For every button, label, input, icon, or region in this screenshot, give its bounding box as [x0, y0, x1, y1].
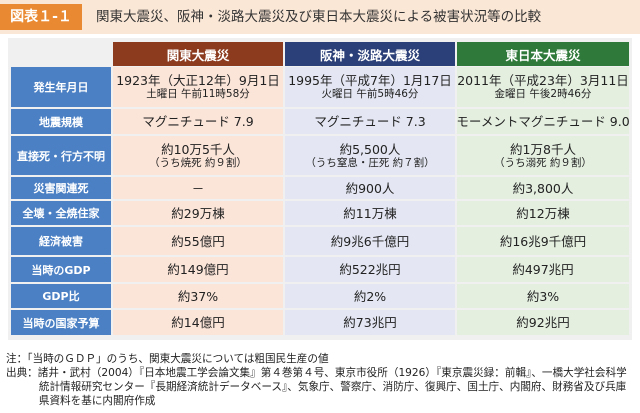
cell-text: 約10万5千人 — [161, 141, 235, 157]
cell-text: （うち焼死 約９割） — [149, 156, 247, 169]
cell-text: 約92兆円 — [516, 315, 570, 330]
table-cell: 約92兆円 — [457, 310, 629, 335]
table-cell: モーメントマグニチュード 9.0 — [456, 109, 630, 134]
table-cell: 約3% — [457, 284, 629, 308]
cell-text: 約55億円 — [171, 233, 225, 249]
cell-text: 直接死・行方不明 — [17, 149, 105, 163]
cell-text: 経済被害 — [39, 235, 83, 248]
cell-text: 発生年月日 — [33, 81, 89, 94]
table-cell: 2011年（平成23年）3月11日 金曜日 午後2時46分 — [457, 67, 629, 107]
table-cell: マグニチュード 7.3 — [285, 109, 455, 134]
cell-text: 2011年（平成23年）3月11日 — [457, 73, 629, 88]
title-bar: 図表１-１ 関東大震災、阪神・淡路大震災及び東日本大震災による被害状況等の比較 — [0, 0, 640, 34]
table-cell: 1923年（大正12年）9月1日 土曜日 午前11時58分 — [113, 67, 283, 107]
table-cell: 約10万5千人 （うち焼死 約９割） — [113, 136, 283, 175]
column-header: 東日本大震災 — [457, 42, 629, 66]
table-cell: マグニチュード 7.9 — [113, 109, 283, 134]
table-cell: 約73兆円 — [285, 310, 455, 335]
cell-text: 約522兆円 — [339, 262, 401, 277]
table-cell: 1995年（平成7年）1月17日 火曜日 午前5時46分 — [285, 67, 455, 107]
cell-text: － — [191, 180, 205, 196]
cell-text: 約29万棟 — [171, 205, 225, 221]
cell-text: 約3% — [526, 288, 560, 304]
table-cell: 約522兆円 — [285, 257, 455, 282]
table-cell: 約9兆6千億円 — [285, 227, 455, 255]
note: 出典：諸井・武村（2004）『日本地震工学会論文集』第４巻第４号、東京市役所（1… — [6, 367, 627, 407]
row-label: 災害関連死 — [11, 177, 111, 199]
cell-text: 約37% — [177, 288, 219, 304]
table-cell: 約2% — [285, 284, 455, 308]
cell-text: 土曜日 午前11時58分 — [146, 88, 250, 100]
cell-text: 約11万棟 — [343, 205, 397, 221]
row-label: GDP比 — [11, 284, 111, 308]
cell-text: マグニチュード 7.3 — [314, 114, 426, 129]
cell-text: 約149億円 — [167, 262, 229, 277]
table-cell: 約900人 — [285, 177, 455, 199]
table-cell: 約37% — [113, 284, 283, 308]
column-header: 阪神・淡路大震災 — [285, 42, 455, 66]
table-cell: 約55億円 — [113, 227, 283, 255]
figure-title: 関東大震災、阪神・淡路大震災及び東日本大震災による被害状況等の比較 — [96, 9, 542, 25]
row-label: 地震規模 — [11, 109, 111, 134]
row-label: 発生年月日 — [11, 67, 111, 107]
cell-text: 約73兆円 — [343, 315, 397, 330]
cell-text: （うち窒息・圧死 約７割） — [305, 156, 435, 169]
row-label: 当時のGDP — [11, 257, 111, 282]
table-cell: 約1万8千人 （うち溺死 約９割） — [457, 136, 629, 175]
cell-text: 約5,500人 — [339, 141, 401, 157]
row-label: 直接死・行方不明 — [11, 136, 111, 175]
cell-text: GDP比 — [42, 290, 80, 303]
cell-text: 約16兆9千億円 — [499, 233, 587, 249]
cell-text: 約14億円 — [171, 315, 225, 330]
row-label: 当時の国家予算 — [11, 310, 111, 335]
cell-text: モーメントマグニチュード 9.0 — [456, 114, 630, 129]
cell-text: 約3,800人 — [512, 180, 574, 196]
cell-text: 約497兆円 — [512, 262, 574, 277]
cell-text: 全壊・全焼住家 — [22, 207, 100, 220]
cell-text: 約9兆6千億円 — [330, 233, 410, 249]
cell-text: マグニチュード 7.9 — [142, 114, 254, 129]
row-label: 全壊・全焼住家 — [11, 201, 111, 225]
cell-text: 約12万棟 — [516, 205, 570, 221]
table-cell: 約3,800人 — [457, 177, 629, 199]
table-cell: 約29万棟 — [113, 201, 283, 225]
figure-label: 図表１-１ — [0, 4, 82, 30]
table-cell: 約14億円 — [113, 310, 283, 335]
cell-text: 1923年（大正12年）9月1日 — [116, 73, 280, 88]
table-cell: － — [113, 177, 283, 199]
column-header: 関東大震災 — [113, 42, 283, 66]
cell-text: （うち溺死 約９割） — [494, 156, 592, 169]
cell-text: 火曜日 午前5時46分 — [321, 88, 419, 100]
notes: 注：「当時のＧＤＰ」のうち、関東大震災については粗国民生産の値出典：諸井・武村（… — [6, 352, 634, 408]
cell-text: 1995年（平成7年）1月17日 — [288, 73, 452, 88]
cell-text: 約1万8千人 — [510, 141, 576, 157]
table-cell: 約12万棟 — [457, 201, 629, 225]
cell-text: 約2% — [353, 288, 387, 304]
table-cell: 約11万棟 — [285, 201, 455, 225]
note: 注：「当時のＧＤＰ」のうち、関東大震災については粗国民生産の値 — [6, 353, 329, 365]
table-cell: 約497兆円 — [457, 257, 629, 282]
cell-text: 地震規模 — [39, 115, 83, 129]
table-cell: 約5,500人 （うち窒息・圧死 約７割） — [285, 136, 455, 175]
cell-text: 金曜日 午後2時46分 — [494, 88, 592, 100]
row-label: 経済被害 — [11, 227, 111, 255]
cell-text: 災害関連死 — [33, 182, 89, 195]
cell-text: 約900人 — [345, 180, 395, 196]
cell-text: 当時のGDP — [31, 263, 91, 277]
table-cell: 約16兆9千億円 — [457, 227, 629, 255]
table-cell: 約149億円 — [113, 257, 283, 282]
cell-text: 当時の国家予算 — [22, 316, 100, 330]
